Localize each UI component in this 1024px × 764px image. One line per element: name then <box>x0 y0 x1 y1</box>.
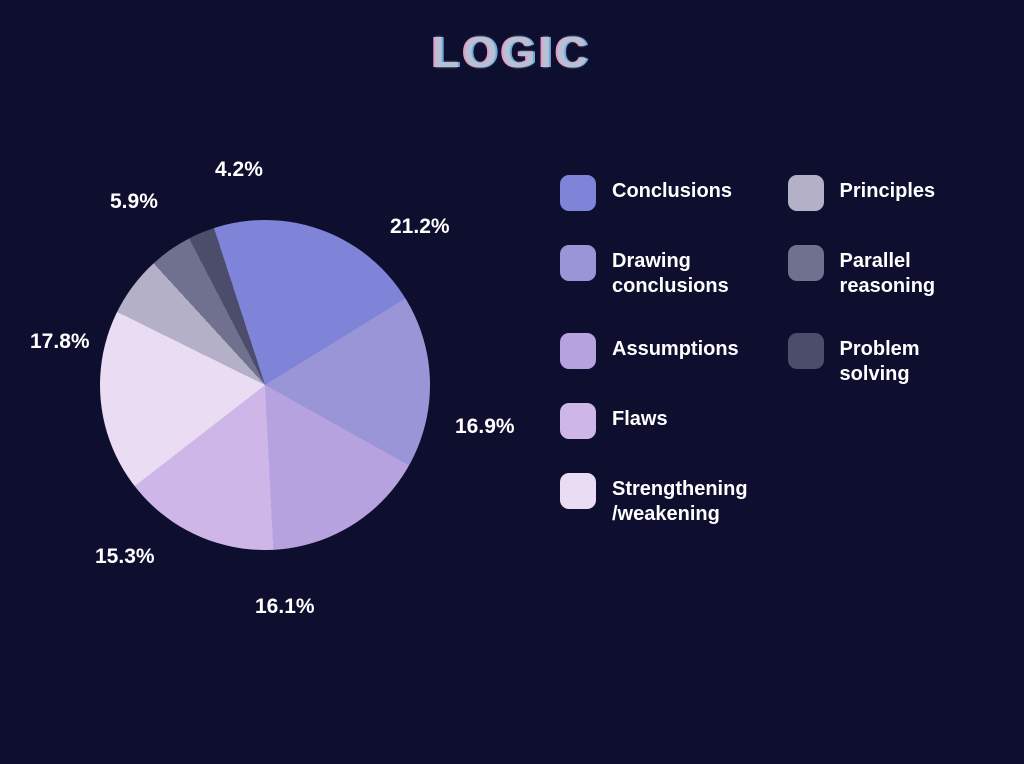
legend-column: Principles Parallel reasoning Problem solv… <box>788 175 936 527</box>
legend-swatch <box>560 333 596 369</box>
pct-label: 5.9% <box>110 190 158 214</box>
legend-item: Assumptions <box>560 333 748 369</box>
legend-label: Problem solving <box>840 333 920 387</box>
legend-label: Principles <box>840 175 936 204</box>
legend-item: Principles <box>788 175 936 211</box>
pct-label: 16.1% <box>255 595 315 619</box>
pie-chart-area: 21.2%16.9%16.1%15.3%17.8%5.9%4.2% <box>50 150 530 710</box>
page-title: LOGIC <box>432 28 591 78</box>
legend-swatch <box>560 403 596 439</box>
legend-swatch <box>560 473 596 509</box>
legend-label: Assumptions <box>612 333 739 362</box>
pie-chart <box>100 220 430 550</box>
legend-label: Conclusions <box>612 175 732 204</box>
legend-swatch <box>788 333 824 369</box>
legend-label: Strengthening /weakening <box>612 473 748 527</box>
pct-label: 4.2% <box>215 158 263 182</box>
legend-item: Flaws <box>560 403 748 439</box>
legend-swatch <box>560 175 596 211</box>
page-root: LOGIC 21.2%16.9%16.1%15.3%17.8%5.9%4.2% … <box>0 0 1024 764</box>
legend-label: Flaws <box>612 403 668 432</box>
legend-item: Parallel reasoning <box>788 245 936 299</box>
legend-swatch <box>560 245 596 281</box>
legend-label: Drawing conclusions <box>612 245 729 299</box>
legend-label: Parallel reasoning <box>840 245 936 299</box>
legend-swatch <box>788 175 824 211</box>
pct-label: 16.9% <box>455 415 515 439</box>
legend-item: Conclusions <box>560 175 748 211</box>
legend: Conclusions Drawing conclusions Assumption… <box>560 175 1000 527</box>
pct-label: 15.3% <box>95 545 155 569</box>
legend-item: Drawing conclusions <box>560 245 748 299</box>
pct-label: 21.2% <box>390 215 450 239</box>
pct-label: 17.8% <box>30 330 90 354</box>
legend-swatch <box>788 245 824 281</box>
pie-wrap <box>100 220 430 550</box>
legend-item: Strengthening /weakening <box>560 473 748 527</box>
legend-item: Problem solving <box>788 333 936 387</box>
legend-column: Conclusions Drawing conclusions Assumption… <box>560 175 748 527</box>
